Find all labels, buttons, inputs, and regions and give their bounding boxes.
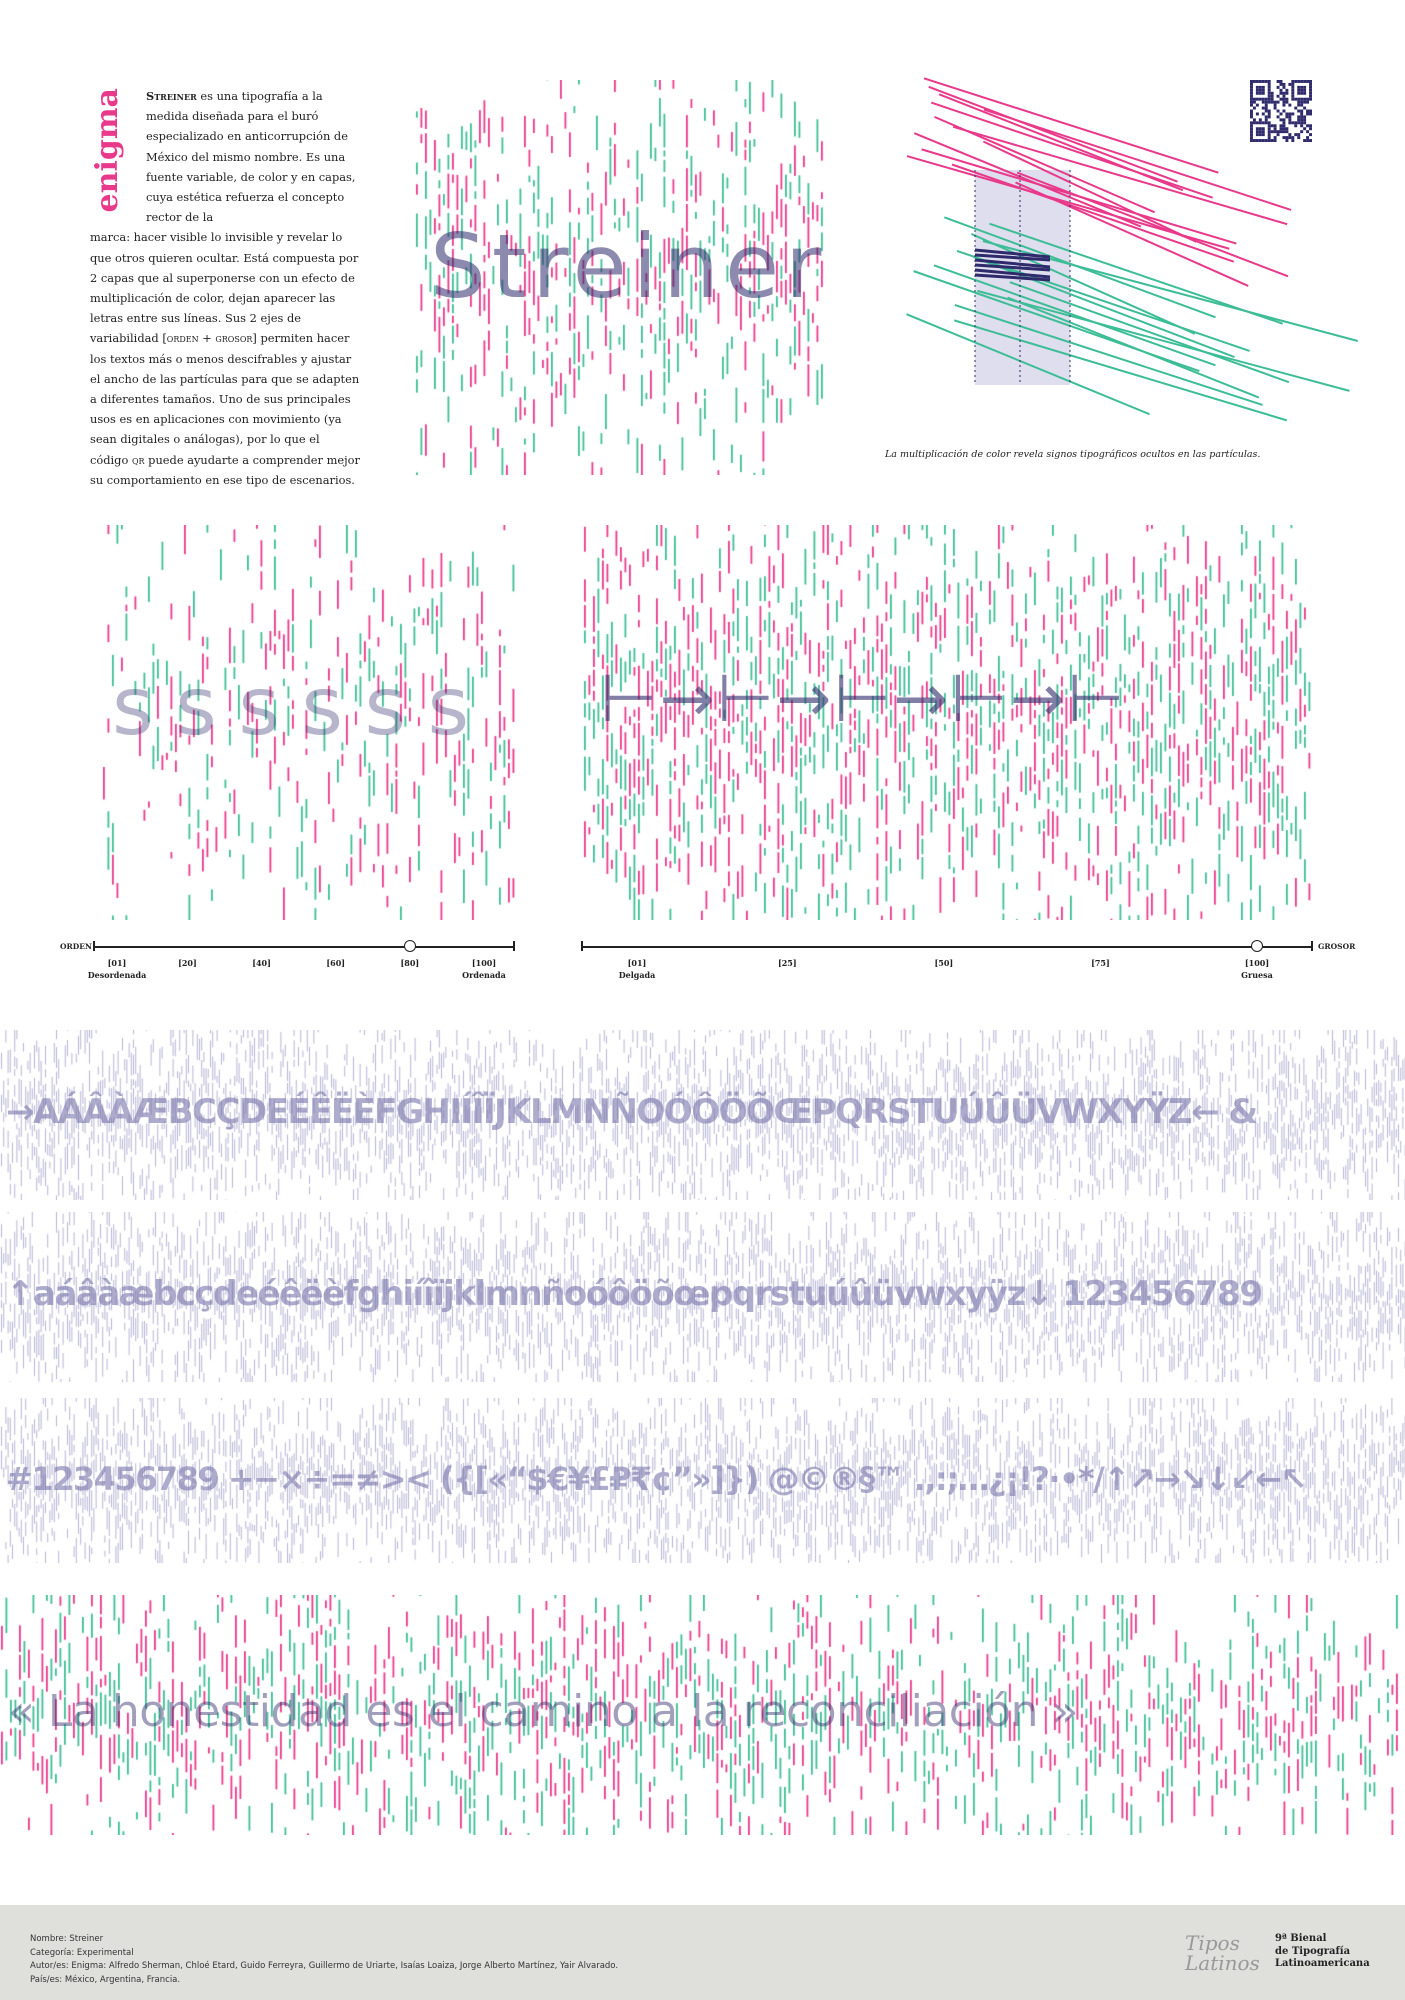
grosor-slider-handle[interactable] (1251, 940, 1263, 952)
orden-sample-particles (93, 525, 515, 920)
footer-info: Nombre: Streiner Categoría: Experimental… (30, 1933, 1030, 1987)
diagram-caption: La multiplicación de color revela signos… (885, 449, 1261, 460)
diagram-line (970, 232, 1196, 335)
intro-p4: puede ayudarte a comprender mejor su com… (90, 452, 360, 487)
orden-axis-label: ORDEN (60, 942, 92, 951)
diagram-line (1016, 171, 1289, 278)
slider-tick-label: [20] (178, 958, 197, 968)
orden-slider-track[interactable] (94, 946, 514, 948)
footer-autores: Autor/es: Enigma: Alfredo Sherman, Chloé… (30, 1961, 619, 1971)
intro-text: Streiner es una tipografía a la medida d… (90, 86, 360, 490)
slider-max-label: Ordenada (462, 970, 506, 980)
diagram-line (1015, 181, 1249, 287)
diagram-line (930, 101, 1213, 199)
slider-tick-label: [01] (107, 958, 127, 968)
slider-tick-label: [75] (1091, 958, 1110, 968)
orden-slider-handle[interactable] (403, 940, 416, 952)
grosor-axis-label: GROSOR (1318, 942, 1356, 951)
diagram-line (953, 319, 1288, 422)
diagram-line (974, 248, 1051, 259)
quote-particles (0, 1595, 1405, 1835)
footer-categoria: Categoría: Experimental (30, 1947, 134, 1958)
footer-paises: País/es: México, Argentina, Francia. (30, 1974, 181, 1985)
diagram-line (928, 85, 1178, 183)
intro-p1: es una tipografía a la medida diseñada p… (146, 89, 356, 225)
diagram-line (974, 273, 1051, 282)
grosor-slider-start (581, 941, 583, 951)
diagram-line (951, 163, 1235, 263)
intro-name: Streiner (146, 89, 197, 103)
diagram-line (974, 268, 1051, 279)
grosor-sample-particles (583, 525, 1313, 920)
logo-script: Tipos Latinos (1185, 1931, 1260, 1975)
intro-p2: marca: hacer visible lo invisible y reve… (90, 230, 359, 346)
hero-particles (415, 80, 825, 475)
color-multiply-diagram (906, 77, 1359, 422)
lowercase-row-particles (0, 1212, 1405, 1382)
intro-qr: qr (131, 452, 145, 467)
diagram-line (983, 108, 1292, 211)
diagram-line (1009, 281, 1290, 384)
diagram-line (952, 125, 1288, 226)
diagram-line (933, 264, 1216, 367)
tipos-latinos-logo: Tipos Latinos 9ª Bienal de Tipografía La… (1165, 1927, 1370, 1977)
diagram-line (974, 263, 1051, 272)
symbols-row-particles (0, 1398, 1405, 1563)
diagram-line (906, 313, 1150, 416)
diagram-line (974, 253, 1051, 262)
slider-min-label: Desordenada (87, 970, 147, 980)
slider-min-label: Delgada (618, 970, 656, 980)
orden-slider-end (513, 941, 515, 951)
slider-tick-label: [60] (326, 958, 346, 968)
slider-tick-label: [100] (471, 958, 497, 968)
footer-nombre: Nombre: Streiner (30, 1934, 104, 1944)
slider-tick-label: [50] (934, 958, 954, 968)
slider-tick-label: [01] (627, 958, 647, 968)
footer: Nombre: Streiner Categoría: Experimental… (0, 1905, 1405, 2000)
diagram-line (977, 289, 1350, 392)
grosor-slider-end (1311, 941, 1313, 951)
slider-tick-label: [40] (252, 958, 271, 968)
diagram-line (913, 132, 1142, 228)
qr-code-icon[interactable] (1250, 80, 1312, 142)
logo-line-1: 9ª Bienal (1275, 1933, 1327, 1944)
slider-tick-label: [25] (777, 958, 797, 968)
diagram-line (974, 258, 1051, 269)
intro-p3: permiten hacer los textos más o menos de… (90, 331, 360, 467)
intro-axes: [orden + grosor] (162, 331, 257, 346)
slider-tick-label: [100] (1244, 958, 1270, 968)
slider-max-label: Gruesa (1241, 970, 1273, 980)
logo-line-2: de Tipografía (1275, 1945, 1351, 1957)
diagram-line (954, 304, 1263, 406)
slider-tick-label: [80] (400, 958, 420, 968)
diagram-line (982, 140, 1197, 243)
orden-slider-start (93, 941, 95, 951)
grosor-slider-track[interactable] (582, 946, 1312, 948)
logo-line-3: Latinoamericana (1275, 1958, 1370, 1969)
uppercase-row-particles (0, 1030, 1405, 1200)
diagram-line (1007, 296, 1260, 399)
diagram-line (923, 77, 1219, 174)
